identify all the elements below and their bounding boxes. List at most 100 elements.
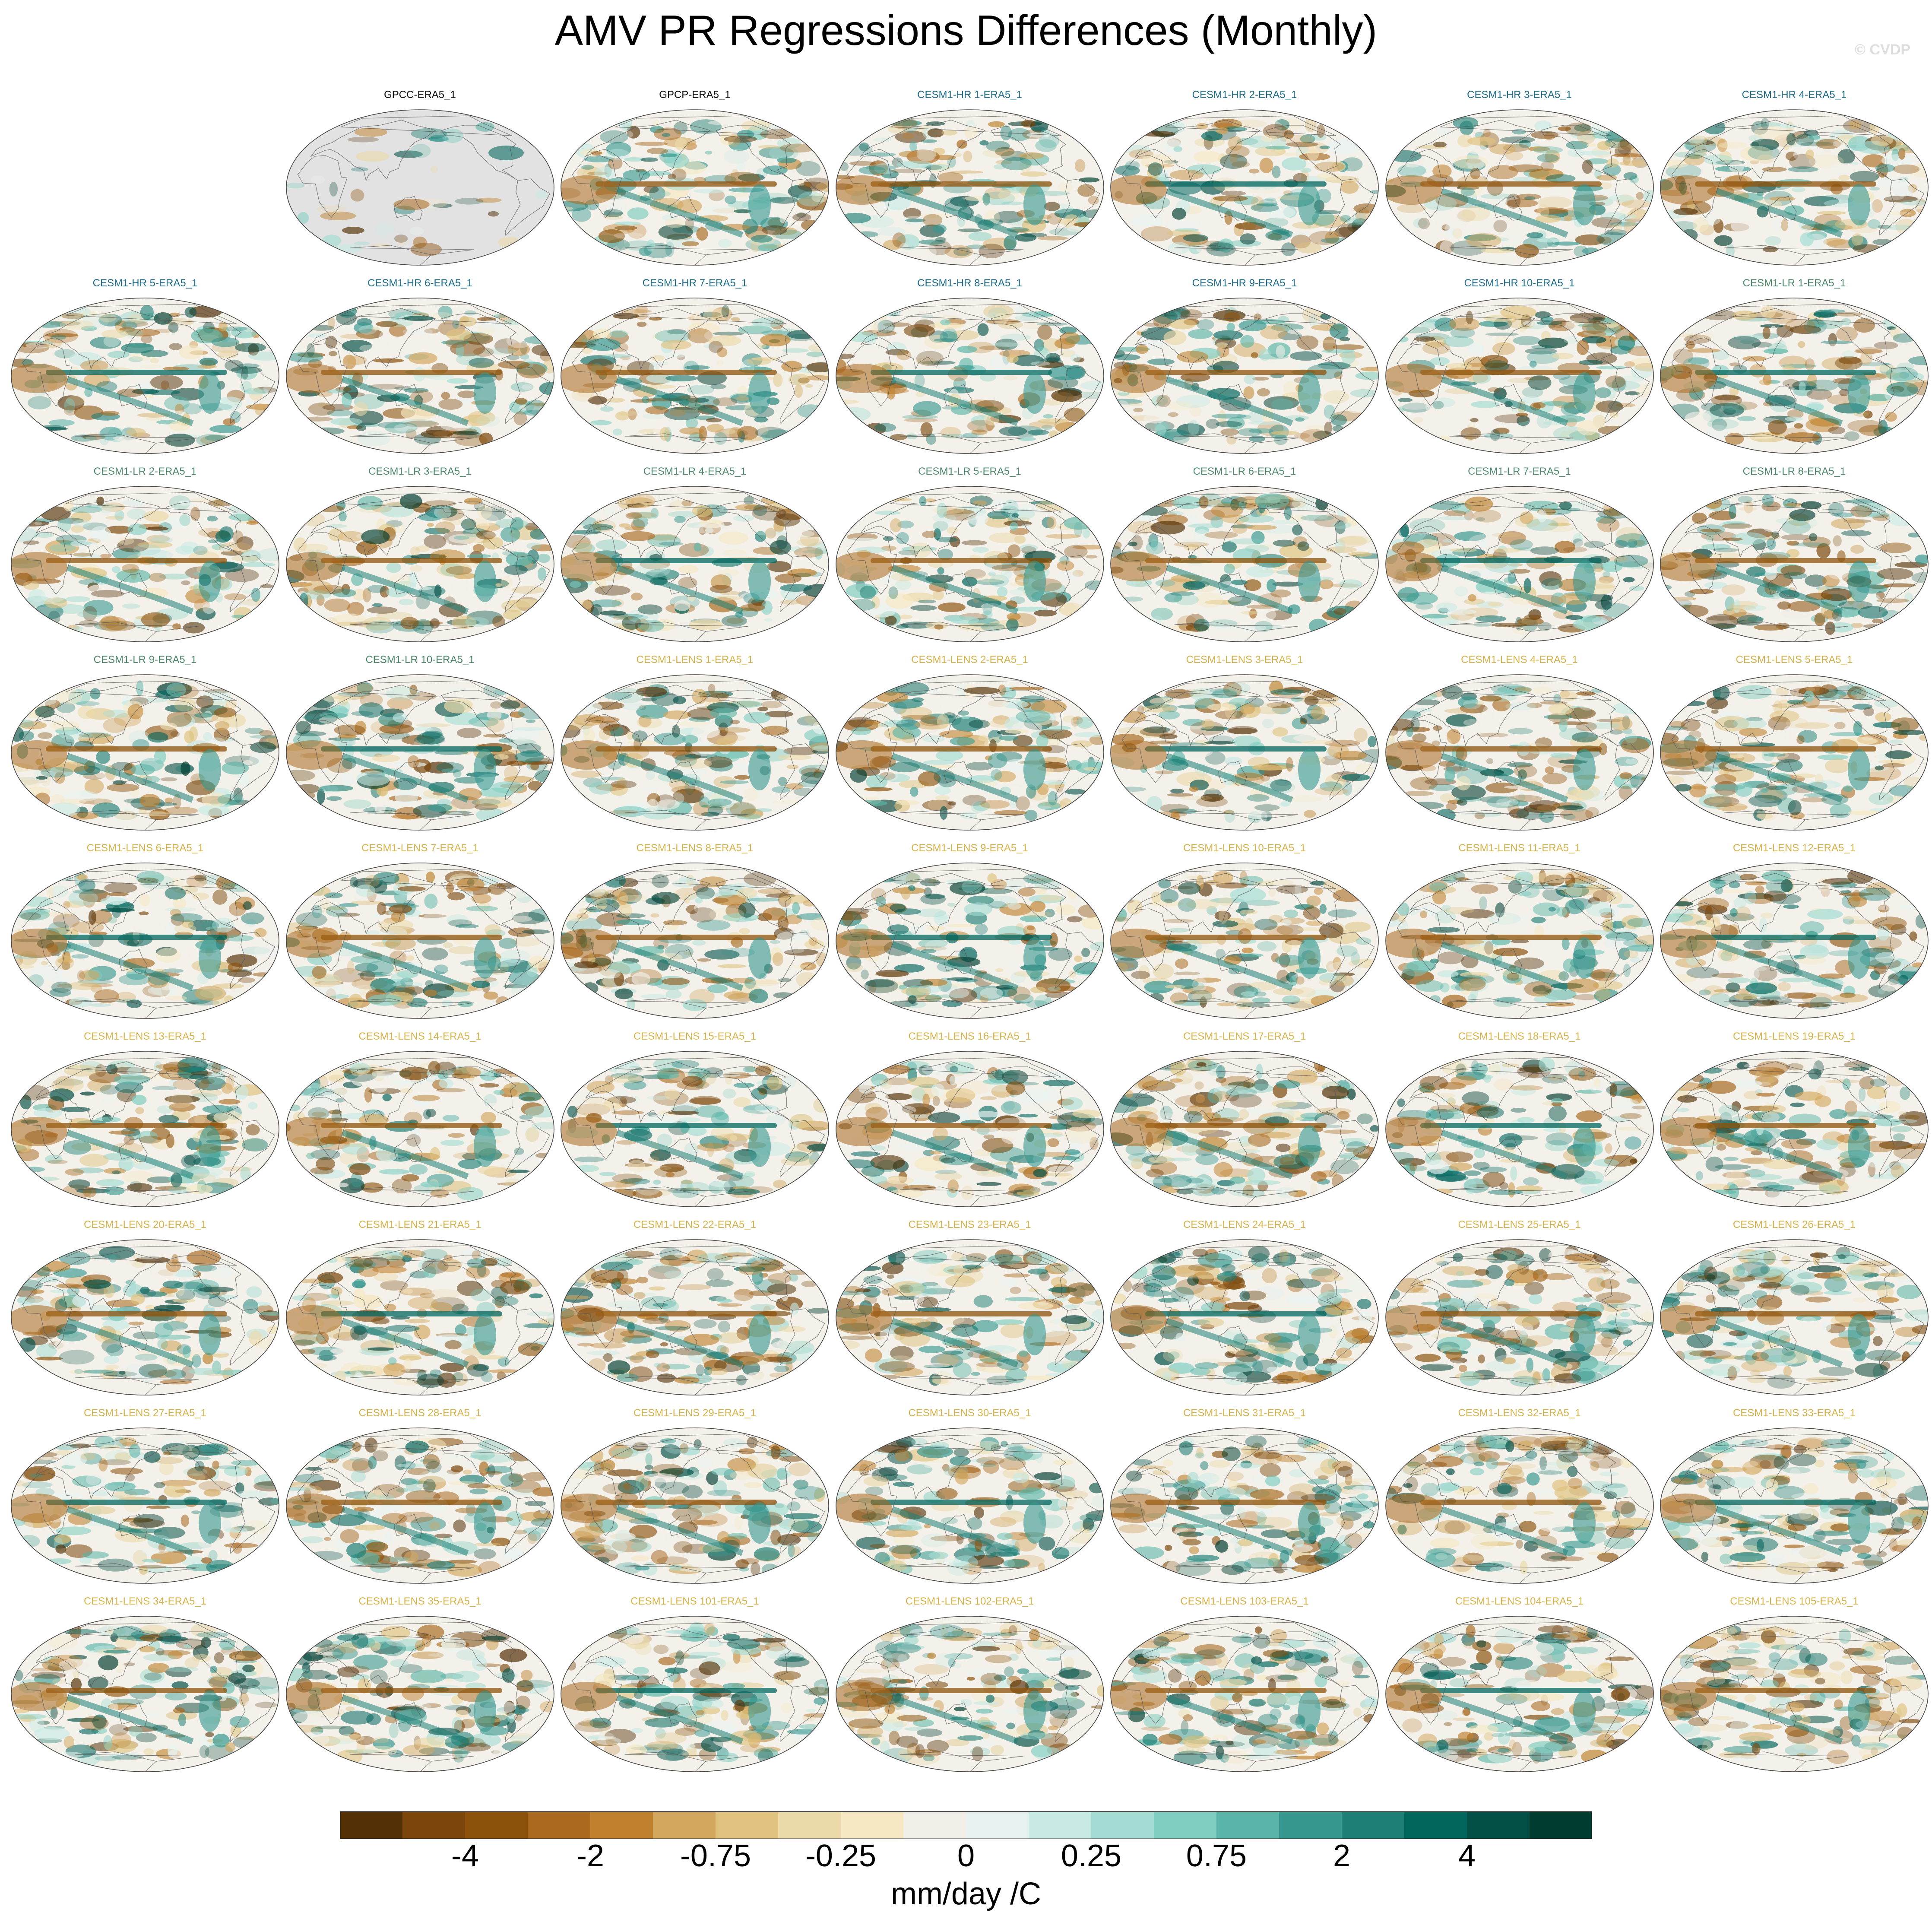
robinson-map (1385, 486, 1654, 642)
colorbar-swatch (841, 1811, 904, 1839)
panel-title: CESM1-LENS 24-ERA5_1 (1183, 1219, 1306, 1231)
map-panel: CESM1-LENS 16-ERA5_1 (832, 1031, 1108, 1212)
robinson-map (835, 298, 1104, 454)
panel-title: CESM1-LENS 9-ERA5_1 (911, 842, 1028, 854)
panel-title: CESM1-LENS 5-ERA5_1 (1736, 654, 1853, 666)
robinson-map (835, 1427, 1104, 1584)
map-panel: CESM1-LENS 6-ERA5_1 (7, 842, 283, 1024)
map-outline (1110, 1239, 1379, 1396)
map-panel: CESM1-LENS 104-ERA5_1 (1381, 1595, 1658, 1777)
panel-title: CESM1-LENS 11-ERA5_1 (1458, 842, 1580, 854)
panel-title: CESM1-HR 2-ERA5_1 (1192, 89, 1297, 101)
panel-title: CESM1-LENS 1-ERA5_1 (636, 654, 754, 666)
map-panel: CESM1-LENS 105-ERA5_1 (1656, 1595, 1932, 1777)
robinson-map (1385, 674, 1654, 831)
colorbar-tick-label: -4 (451, 1839, 479, 1873)
panel-title: CESM1-LENS 4-ERA5_1 (1461, 654, 1578, 666)
robinson-map (561, 1239, 829, 1396)
panel-title: CESM1-LENS 15-ERA5_1 (633, 1031, 757, 1042)
map-panel: CESM1-HR 5-ERA5_1 (7, 277, 283, 459)
robinson-map (835, 109, 1104, 266)
colorbar-swatch (716, 1811, 779, 1839)
map-panel: CESM1-LENS 103-ERA5_1 (1106, 1595, 1383, 1777)
map-panel: CESM1-LR 1-ERA5_1 (1656, 277, 1932, 459)
robinson-map (561, 863, 829, 1019)
map-panel: CESM1-LENS 18-ERA5_1 (1381, 1031, 1658, 1212)
map-panel: CESM1-LR 10-ERA5_1 (282, 654, 558, 835)
robinson-map (285, 674, 554, 831)
panel-title: CESM1-HR 10-ERA5_1 (1464, 277, 1575, 289)
panel-title: CESM1-LR 3-ERA5_1 (368, 466, 472, 477)
panel-title: CESM1-LR 6-ERA5_1 (1193, 466, 1296, 477)
map-outline (1660, 486, 1929, 642)
map-outline (1385, 1427, 1654, 1584)
map-panel: CESM1-LR 2-ERA5_1 (7, 466, 283, 647)
panel-title: CESM1-HR 5-ERA5_1 (92, 277, 198, 289)
robinson-map (1660, 486, 1929, 642)
map-outline (1660, 1239, 1929, 1396)
panel-title: CESM1-LENS 10-ERA5_1 (1183, 842, 1306, 854)
map-outline (11, 298, 279, 454)
robinson-map (561, 1051, 829, 1207)
robinson-map (285, 863, 554, 1019)
robinson-map (561, 109, 829, 266)
panel-title: CESM1-LENS 8-ERA5_1 (636, 842, 754, 854)
map-outline (1110, 1427, 1379, 1584)
map-panel: CESM1-LENS 22-ERA5_1 (557, 1219, 833, 1400)
colorbar-tick-label: 0 (957, 1839, 975, 1873)
map-panel: CESM1-LR 9-ERA5_1 (7, 654, 283, 835)
map-panel: CESM1-HR 10-ERA5_1 (1381, 277, 1658, 459)
colorbar-swatch (1530, 1811, 1592, 1839)
map-panel: CESM1-LR 5-ERA5_1 (832, 466, 1108, 647)
robinson-map (1660, 1616, 1929, 1772)
colorbar: -4 -2 -0.75 -0.25 0 0.25 0.75 2 4 mm/day /C (0, 1797, 1932, 1922)
robinson-map (1660, 1051, 1929, 1207)
map-panel: CESM1-LENS 11-ERA5_1 (1381, 842, 1658, 1024)
panel-title: GPCC-ERA5_1 (384, 89, 456, 101)
map-outline (285, 674, 554, 831)
map-panel: CESM1-LR 3-ERA5_1 (282, 466, 558, 647)
map-outline (561, 863, 829, 1019)
map-outline (285, 1616, 554, 1772)
map-outline (11, 1427, 279, 1584)
map-panel: CESM1-LENS 20-ERA5_1 (7, 1219, 283, 1400)
map-outline (1110, 1051, 1379, 1207)
map-panel: CESM1-LENS 12-ERA5_1 (1656, 842, 1932, 1024)
panel-title: CESM1-LENS 27-ERA5_1 (83, 1407, 207, 1419)
robinson-map (1385, 1427, 1654, 1584)
map-outline (1385, 298, 1654, 454)
map-outline (835, 1239, 1104, 1396)
map-outline (561, 674, 829, 831)
panel-title: CESM1-HR 9-ERA5_1 (1192, 277, 1297, 289)
map-panel: CESM1-HR 4-ERA5_1 (1656, 89, 1932, 270)
map-outline (835, 863, 1104, 1019)
map-panel: CESM1-LENS 15-ERA5_1 (557, 1031, 833, 1212)
panel-title: CESM1-LENS 23-ERA5_1 (908, 1219, 1031, 1231)
colorbar-tick-label: 2 (1333, 1839, 1351, 1873)
map-panel: CESM1-LENS 35-ERA5_1 (282, 1595, 558, 1777)
map-outline (561, 109, 829, 266)
map-outline (1660, 863, 1929, 1019)
robinson-map (561, 674, 829, 831)
map-outline (1385, 109, 1654, 266)
robinson-map (11, 674, 279, 831)
map-panel: CESM1-HR 3-ERA5_1 (1381, 89, 1658, 270)
colorbar-frame (340, 1811, 1592, 1839)
map-panel: CESM1-LENS 4-ERA5_1 (1381, 654, 1658, 835)
map-outline (835, 1051, 1104, 1207)
map-outline (1385, 1239, 1654, 1396)
colorbar-swatch (1091, 1811, 1154, 1839)
map-panel: GPCP-ERA5_1 (557, 89, 833, 270)
robinson-map (835, 1239, 1104, 1396)
robinson-map (11, 1051, 279, 1207)
map-panel: CESM1-LENS 30-ERA5_1 (832, 1407, 1108, 1589)
panel-title: CESM1-LENS 16-ERA5_1 (908, 1031, 1031, 1042)
robinson-map (561, 486, 829, 642)
robinson-map (561, 1616, 829, 1772)
robinson-map (1660, 298, 1929, 454)
map-outline (1110, 486, 1379, 642)
robinson-map (835, 674, 1104, 831)
map-panel: CESM1-LENS 13-ERA5_1 (7, 1031, 283, 1212)
robinson-map (11, 298, 279, 454)
robinson-map (1110, 109, 1379, 266)
